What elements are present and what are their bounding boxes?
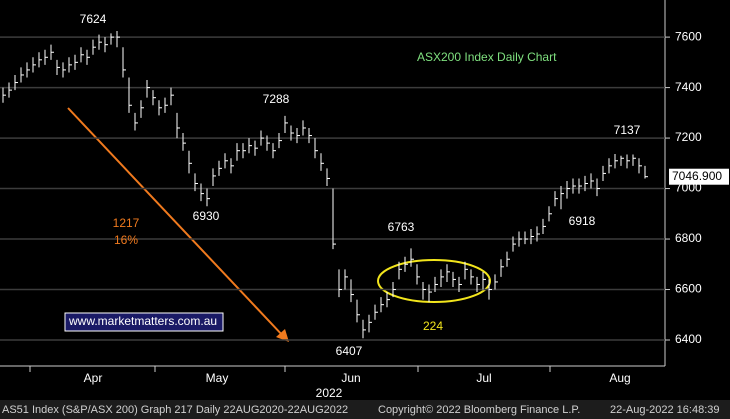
footer-bar — [0, 400, 730, 419]
x-tick-label: Jul — [476, 371, 491, 385]
annotation: 6763 — [388, 220, 415, 234]
footer-left: AS51 Index (S&P/ASX 200) Graph 217 Daily… — [2, 404, 348, 416]
chart-title: ASX200 Index Daily Chart — [417, 50, 557, 64]
annotation: 1217 — [113, 216, 140, 230]
x-tick-label: Apr — [84, 371, 103, 385]
y-tick-label: 7600 — [675, 29, 702, 43]
footer-copyright: Copyright© 2022 Bloomberg Finance L.P. — [378, 404, 580, 416]
y-tick-label: 6400 — [675, 332, 702, 346]
last-value-label: 7046.900 — [672, 169, 722, 183]
annotation: 7288 — [263, 92, 290, 106]
y-tick-label: 7400 — [675, 80, 702, 94]
y-tick-label: 7200 — [675, 130, 702, 144]
annotation: 6407 — [336, 344, 363, 358]
source-box — [64, 312, 224, 332]
annotation: 7137 — [614, 123, 641, 137]
decline-arrow — [67, 107, 286, 339]
x-tick-label: Aug — [609, 371, 630, 385]
annotation: 6918 — [569, 214, 596, 228]
footer-date: 22-Aug-2022 16:48:39 — [610, 404, 719, 416]
annotation: 224 — [423, 319, 443, 333]
x-tick-label: May — [206, 371, 229, 385]
source-label: www.marketmatters.com.au — [68, 314, 217, 328]
annotation: 6930 — [193, 209, 220, 223]
annotation: 7624 — [80, 12, 107, 26]
last-value-box — [669, 168, 729, 185]
arrow-head — [276, 329, 289, 342]
range-ellipse — [377, 259, 491, 303]
x-tick-label: Jun — [341, 371, 360, 385]
annotation: 16% — [114, 233, 138, 247]
y-tick-label: 6600 — [675, 282, 702, 296]
y-tick-label: 6800 — [675, 231, 702, 245]
year-label: 2022 — [316, 386, 343, 400]
